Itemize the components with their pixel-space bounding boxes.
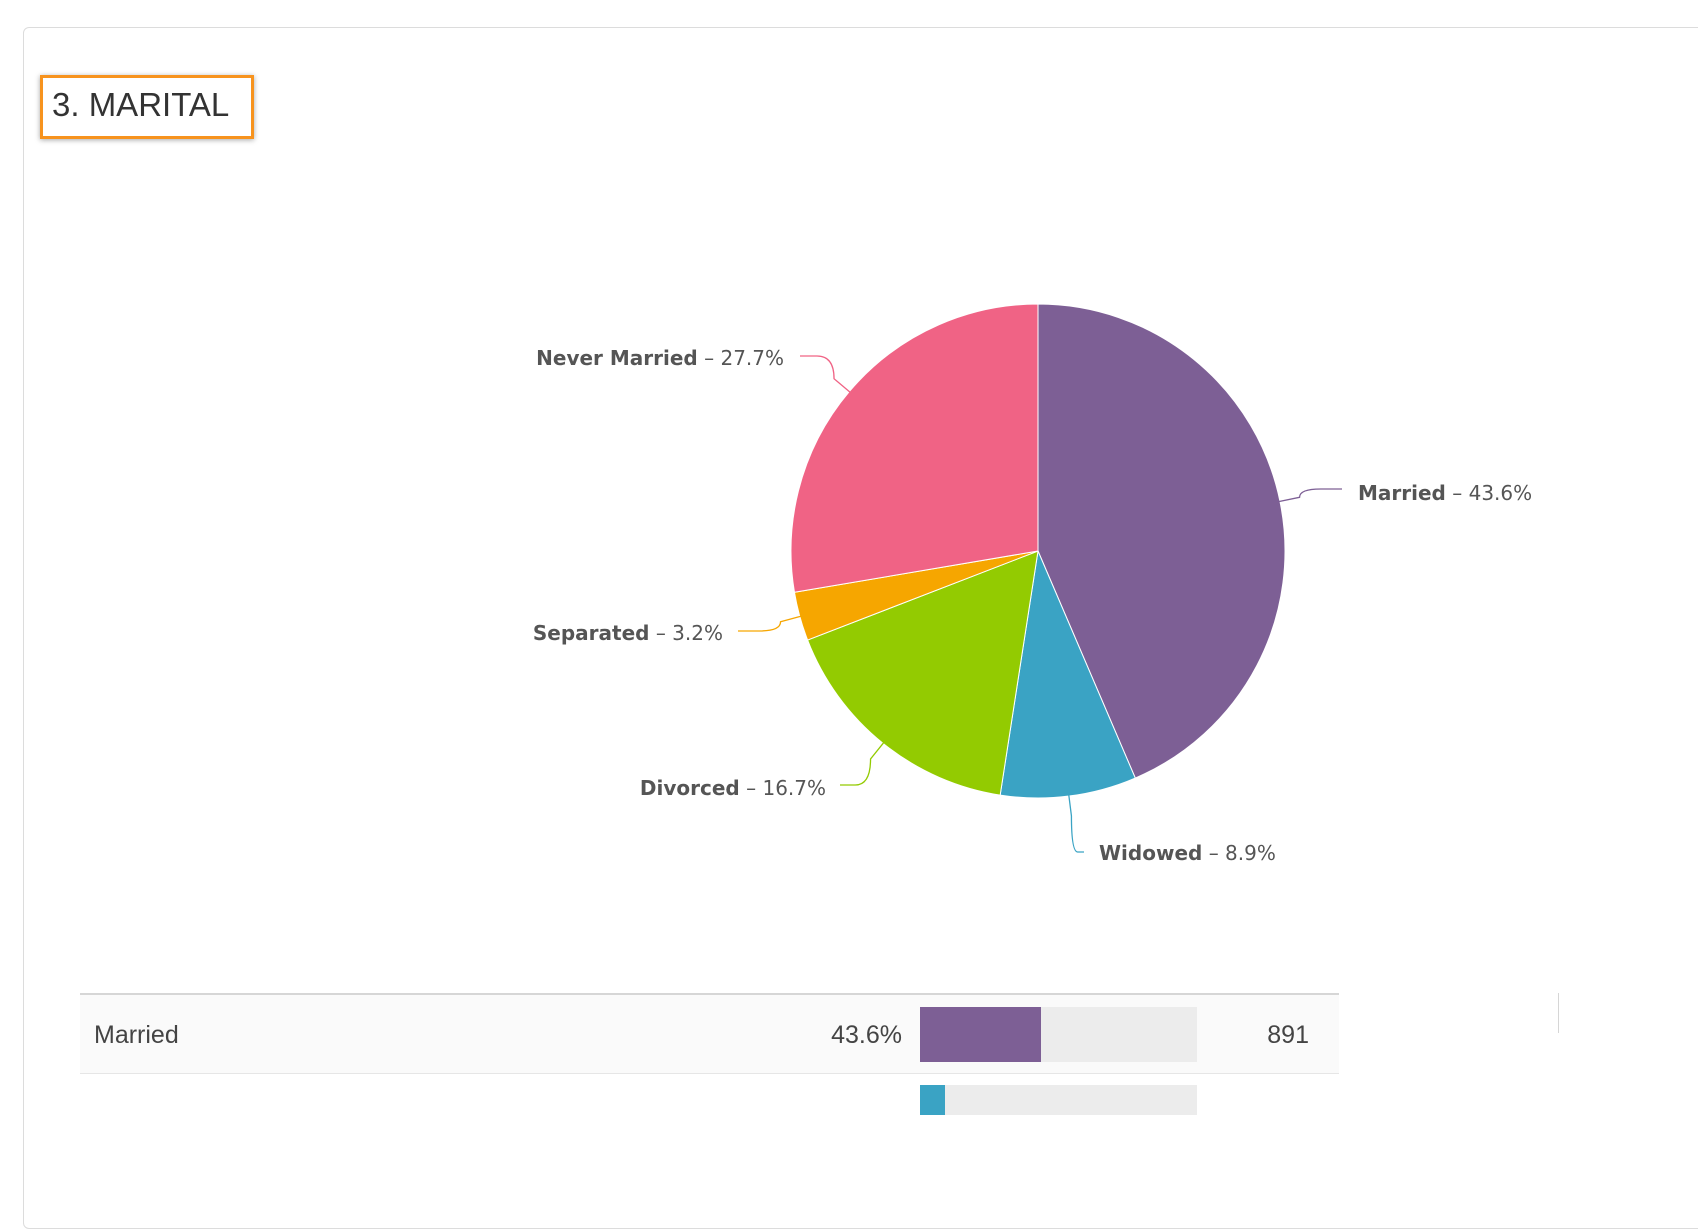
question-title: 3. MARITAL (52, 86, 230, 123)
title-highlight-box (40, 75, 254, 139)
pie-slice-never-married[interactable] (790, 303, 1039, 593)
slice-label: Never Married – 27.7% (536, 346, 784, 370)
slice-label: Separated – 3.2% (533, 621, 723, 645)
pie-chart: Married – 43.6% Widowed – 8.9% Divorced – … (533, 303, 1532, 865)
label-connector (738, 615, 802, 632)
label-connector (1277, 488, 1342, 503)
panel-divider (1558, 993, 1559, 1033)
row-percent: 43.6% (831, 1021, 902, 1049)
row-bar-fill (920, 1085, 945, 1115)
row-bar-track (920, 1085, 1197, 1115)
label-connector (1068, 793, 1084, 853)
slice-label: Widowed – 8.9% (1099, 841, 1276, 865)
table-top-border (80, 993, 1339, 995)
row-count: 891 (1267, 1021, 1309, 1049)
row-divider (80, 1073, 1339, 1074)
table-row: Married 43.6% 891 (80, 995, 1339, 1073)
row-label: Married (94, 1021, 179, 1049)
row-bar-track (920, 1007, 1197, 1062)
row-bar-fill (920, 1007, 1041, 1062)
table-row (80, 1075, 1339, 1115)
label-connector (800, 355, 852, 394)
label-connector (840, 741, 885, 786)
slice-label: Divorced – 16.7% (640, 776, 826, 800)
slice-label: Married – 43.6% (1358, 481, 1532, 505)
